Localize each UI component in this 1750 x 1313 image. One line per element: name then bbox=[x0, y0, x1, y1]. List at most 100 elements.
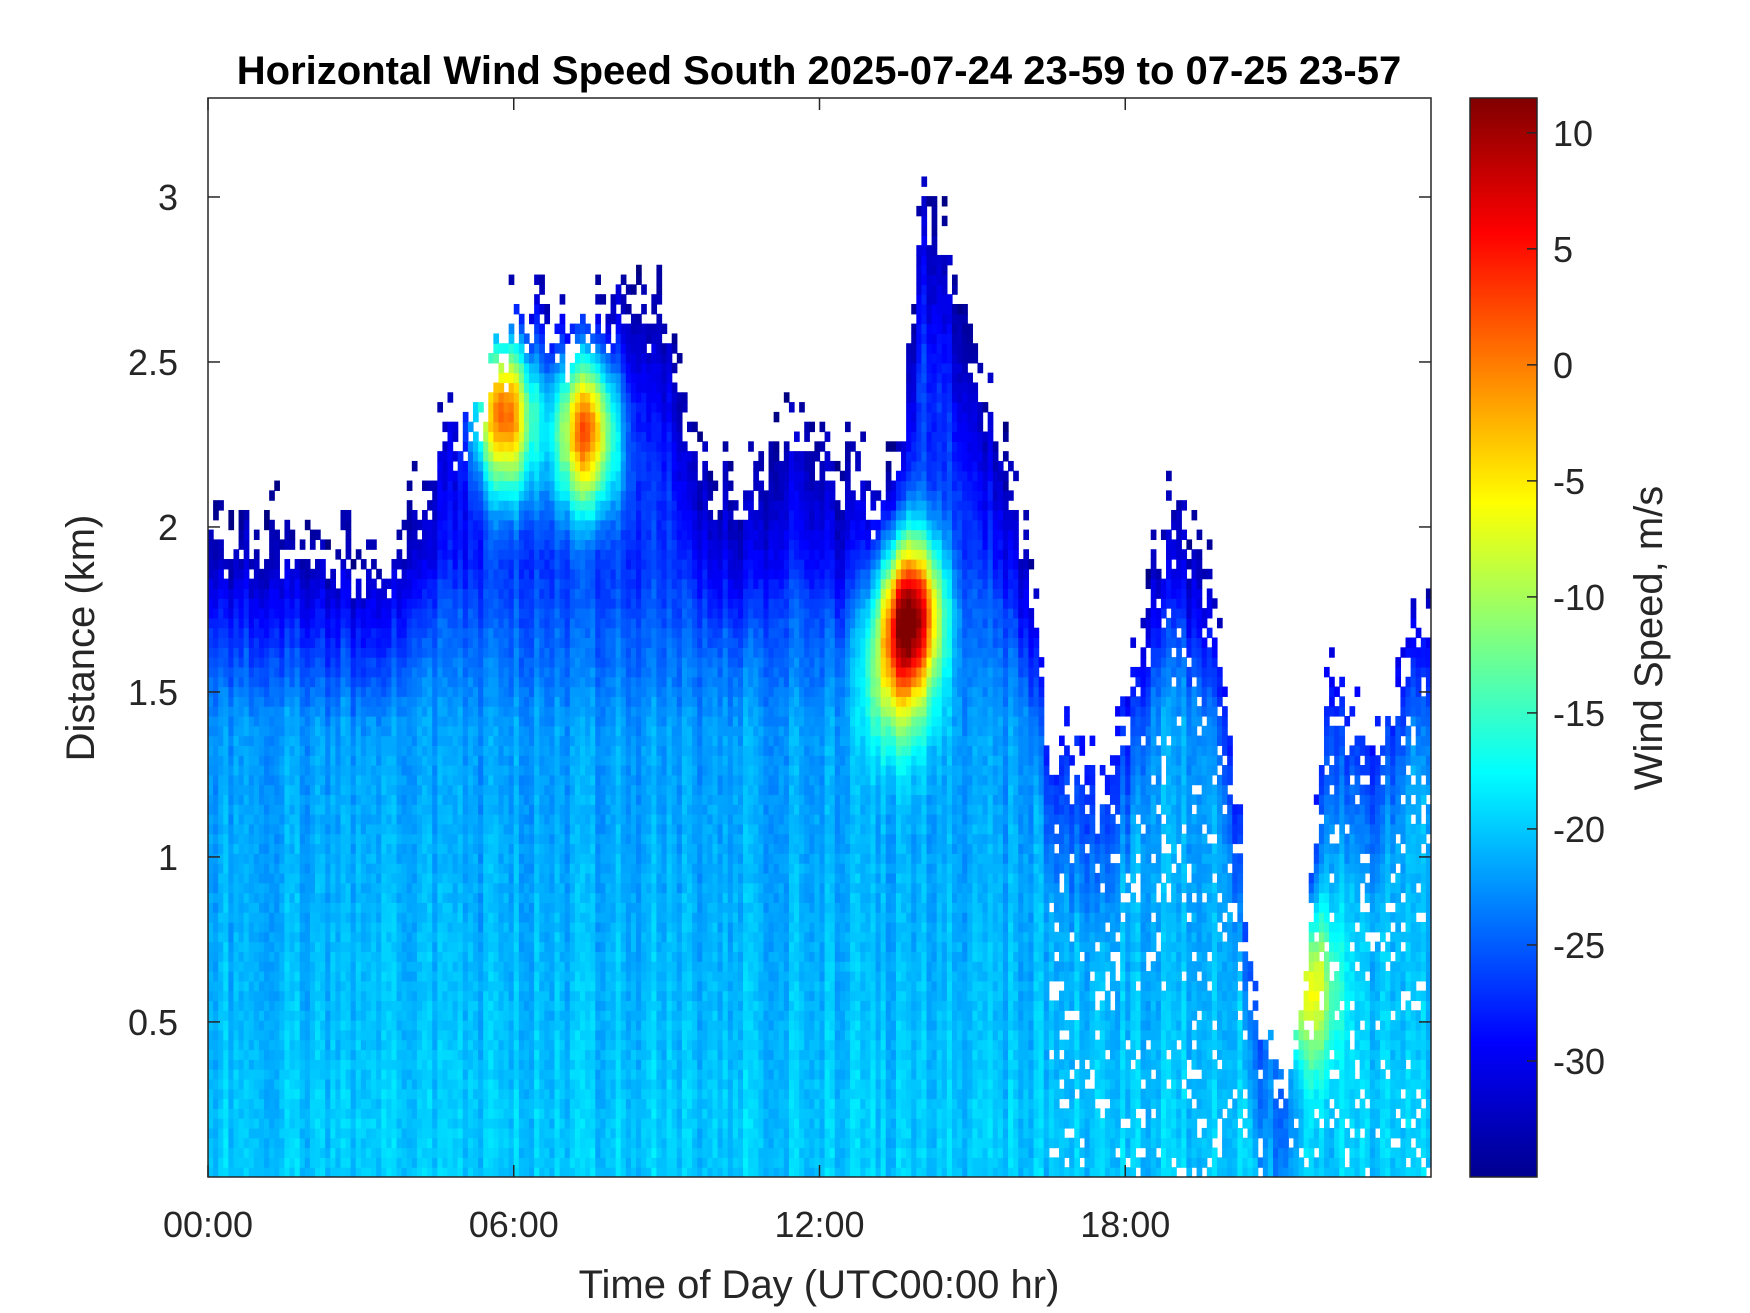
heatmap-cell bbox=[523, 676, 530, 688]
heatmap-cell bbox=[238, 794, 245, 805]
heatmap-cell bbox=[320, 657, 326, 668]
heatmap-cell bbox=[467, 951, 474, 962]
heatmap-cell bbox=[508, 1039, 515, 1051]
heatmap-cell bbox=[213, 804, 219, 815]
heatmap-cell bbox=[386, 1118, 393, 1129]
heatmap-cell bbox=[233, 1059, 240, 1070]
heatmap-cell bbox=[376, 686, 382, 697]
heatmap-cell bbox=[264, 509, 270, 521]
heatmap-cell bbox=[554, 1137, 561, 1149]
heatmap-cell bbox=[411, 1167, 418, 1177]
heatmap-cell bbox=[513, 696, 520, 707]
heatmap-cell bbox=[483, 755, 489, 766]
heatmap-cell bbox=[452, 608, 459, 619]
heatmap-cell bbox=[447, 794, 454, 805]
heatmap-cell bbox=[243, 1049, 250, 1060]
heatmap-cell bbox=[360, 637, 367, 648]
heatmap-cell bbox=[223, 647, 229, 658]
heatmap-cell bbox=[330, 568, 336, 580]
heatmap-cell bbox=[422, 765, 428, 776]
heatmap-cell bbox=[523, 480, 530, 491]
heatmap-cell bbox=[462, 1147, 469, 1158]
heatmap-cell bbox=[228, 676, 235, 688]
heatmap-cell bbox=[376, 765, 382, 776]
heatmap-cell bbox=[427, 578, 433, 590]
heatmap-cell bbox=[437, 696, 444, 707]
heatmap-cell bbox=[294, 1147, 301, 1158]
heatmap-cell bbox=[549, 833, 556, 845]
heatmap-cell bbox=[304, 568, 311, 580]
heatmap-cell bbox=[493, 588, 500, 599]
heatmap-cell bbox=[544, 637, 551, 648]
heatmap-cell bbox=[503, 549, 510, 560]
heatmap-cell bbox=[340, 617, 347, 629]
heatmap-cell bbox=[483, 912, 489, 923]
heatmap-cell bbox=[559, 1147, 566, 1158]
heatmap-cell bbox=[422, 608, 428, 619]
heatmap-cell bbox=[523, 470, 530, 482]
heatmap-cell bbox=[289, 892, 296, 903]
heatmap-cell bbox=[345, 1147, 352, 1158]
heatmap-cell bbox=[544, 519, 551, 531]
heatmap-cell bbox=[304, 843, 311, 854]
heatmap-cell bbox=[228, 588, 235, 599]
heatmap-cell bbox=[345, 794, 352, 805]
heatmap-cell bbox=[233, 755, 240, 766]
heatmap-cell bbox=[371, 971, 377, 982]
heatmap-cell bbox=[457, 480, 464, 491]
heatmap-cell bbox=[401, 941, 408, 952]
heatmap-cell bbox=[529, 372, 535, 384]
heatmap-cell bbox=[503, 539, 510, 550]
heatmap-cell bbox=[437, 617, 444, 629]
heatmap-cell bbox=[376, 1127, 382, 1139]
heatmap-cell bbox=[218, 1108, 224, 1119]
heatmap-cell bbox=[228, 814, 235, 825]
heatmap-cell bbox=[442, 814, 449, 825]
heatmap-cell bbox=[330, 1010, 336, 1021]
heatmap-cell bbox=[564, 1167, 571, 1177]
heatmap-cell bbox=[304, 921, 311, 933]
heatmap-cell bbox=[467, 696, 474, 707]
heatmap-cell bbox=[534, 706, 540, 717]
heatmap-cell bbox=[264, 765, 270, 776]
heatmap-cell bbox=[442, 1147, 449, 1158]
heatmap-cell bbox=[462, 774, 469, 786]
heatmap-cell bbox=[350, 872, 357, 884]
heatmap-cell bbox=[208, 882, 214, 894]
heatmap-cell bbox=[564, 1020, 571, 1031]
heatmap-cell bbox=[381, 1167, 387, 1177]
heatmap-cell bbox=[269, 1088, 275, 1100]
heatmap-cell bbox=[381, 784, 387, 796]
heatmap-cell bbox=[264, 853, 270, 864]
heatmap-cell bbox=[518, 921, 525, 933]
heatmap-cell bbox=[534, 490, 540, 501]
heatmap-cell bbox=[386, 1069, 393, 1080]
heatmap-cell bbox=[274, 1039, 280, 1051]
heatmap-cell bbox=[427, 559, 433, 570]
heatmap-cell bbox=[544, 1118, 551, 1129]
heatmap-cell bbox=[401, 1118, 408, 1129]
heatmap-cell bbox=[396, 765, 403, 776]
heatmap-cell bbox=[365, 863, 372, 874]
heatmap-cell bbox=[289, 1020, 296, 1031]
heatmap-cell bbox=[564, 784, 571, 796]
heatmap-cell bbox=[452, 598, 459, 609]
heatmap-cell bbox=[335, 696, 342, 707]
heatmap-cell bbox=[335, 608, 342, 619]
heatmap-cell bbox=[401, 921, 408, 933]
heatmap-cell bbox=[386, 990, 393, 1002]
heatmap-cell bbox=[493, 627, 500, 639]
heatmap-cell bbox=[554, 1108, 561, 1119]
heatmap-cell bbox=[478, 1118, 484, 1129]
heatmap-cell bbox=[478, 509, 484, 521]
heatmap-cell bbox=[406, 539, 413, 550]
heatmap-cell bbox=[472, 402, 479, 413]
heatmap-cell bbox=[401, 892, 408, 903]
heatmap-cell bbox=[411, 1137, 418, 1149]
heatmap-cell bbox=[264, 1020, 270, 1031]
heatmap-cell bbox=[503, 843, 510, 854]
heatmap-cell bbox=[544, 1157, 551, 1168]
heatmap-cell bbox=[325, 706, 331, 717]
heatmap-cell bbox=[427, 617, 433, 629]
heatmap-cell bbox=[365, 1098, 372, 1109]
